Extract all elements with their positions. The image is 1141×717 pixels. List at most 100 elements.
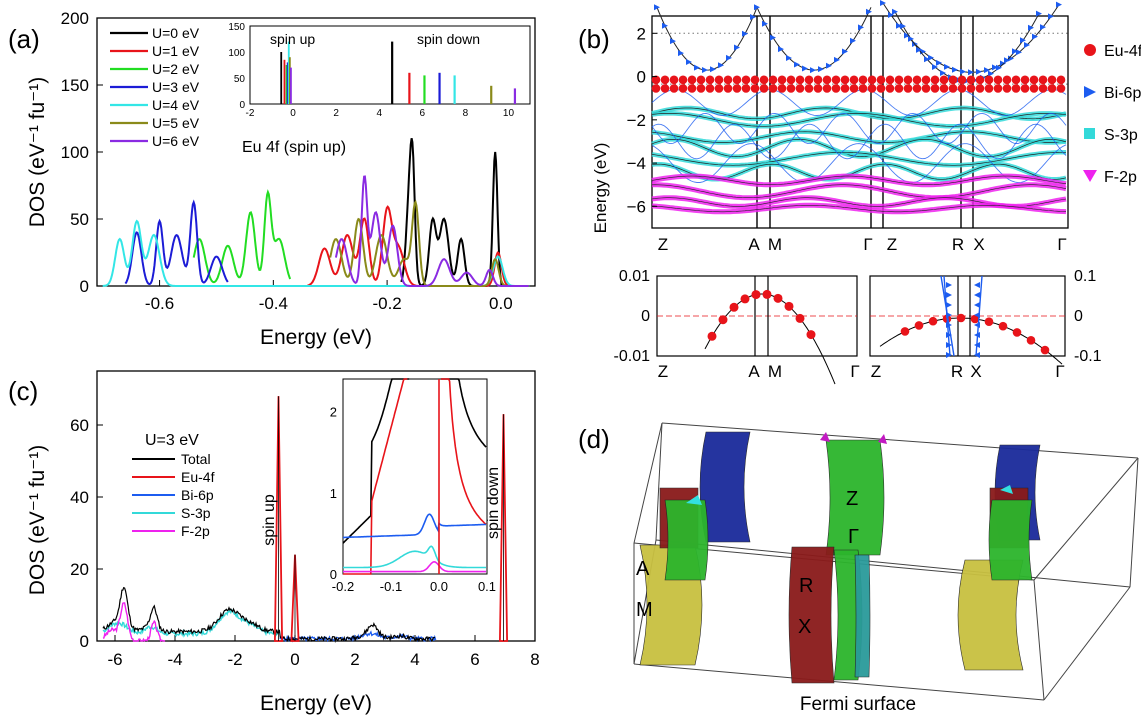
eu-4f-marker <box>928 316 938 326</box>
eu-4f-marker <box>849 75 859 85</box>
legend-label: S-3p <box>1104 127 1138 144</box>
eu-4f-marker <box>1029 84 1039 93</box>
eu-4f-marker <box>714 75 724 85</box>
inset-y-tick-label: 0 <box>330 567 337 582</box>
bi-6p-marker <box>974 352 980 358</box>
panel-d-label: (d) <box>578 424 610 454</box>
y-tick-label: 2 <box>637 24 646 43</box>
eu-4f-marker <box>795 75 805 85</box>
inset-y-tick-label: 100 <box>228 48 245 59</box>
eu-4f-marker <box>732 84 742 93</box>
x-tick-label: -4 <box>167 650 182 669</box>
inset-eu-line <box>343 378 408 575</box>
eu-4f-marker <box>750 75 760 85</box>
inset-y-tick-label: 0 <box>239 100 245 111</box>
eu-4f-marker <box>1002 84 1012 93</box>
brillouin-zone-edge <box>1033 457 1139 581</box>
x-tick-label: -6 <box>107 650 122 669</box>
panel-c-annotation: U=3 eV <box>145 432 199 449</box>
bi-6p-marker <box>946 302 952 308</box>
bi-6p-marker <box>880 0 886 6</box>
bi-6p-marker <box>946 352 952 358</box>
brillouin-zone-edge <box>1033 579 1045 701</box>
bi-6p-marker <box>996 64 1002 71</box>
bi-6p-marker <box>786 55 792 61</box>
legend-label: U=2 eV <box>152 61 200 77</box>
eu-4f-marker <box>912 84 922 93</box>
bi-6p-marker <box>670 38 676 45</box>
eu-4f-marker <box>741 75 751 85</box>
eu-4f-marker <box>696 75 706 85</box>
bi-6p-marker <box>974 312 980 318</box>
eu-4f-marker <box>795 313 805 323</box>
eu-4f-marker <box>660 84 670 93</box>
brillouin-zone-edge <box>655 422 663 541</box>
bi-6p-marker <box>988 70 994 77</box>
bi-6p-marker <box>858 24 864 31</box>
bi-6p-marker <box>946 282 952 288</box>
legend-label: Bi-6p <box>1104 85 1141 102</box>
bi-6p-marker <box>896 22 902 29</box>
bi-6p-marker <box>750 14 756 20</box>
bi-6p-marker <box>946 292 952 298</box>
eu-4f-marker <box>921 75 931 85</box>
band-line <box>651 138 1067 157</box>
bi-6p-band <box>651 89 1067 116</box>
bi-6p-marker <box>946 342 952 348</box>
kpoint-label: A <box>748 235 760 254</box>
eu-4f-marker <box>840 84 850 93</box>
fermi-sheet <box>788 546 835 684</box>
eu-4f-marker <box>777 75 787 85</box>
kpoint-label: M <box>768 235 782 254</box>
eu-4f-marker <box>914 321 924 330</box>
band-line <box>651 151 1066 166</box>
band-line <box>651 175 1067 185</box>
eu-4f-marker <box>998 321 1008 331</box>
eu-4f-marker <box>1047 84 1057 93</box>
bi-6p-marker <box>892 8 898 15</box>
eu-4f-marker <box>696 84 706 93</box>
eu-4f-marker <box>707 331 717 341</box>
band-line <box>651 184 1067 198</box>
bi-6p-marker <box>932 64 938 70</box>
eu-4f-marker <box>1002 75 1012 85</box>
eu-4f-marker <box>876 84 886 93</box>
eu-4f-marker <box>975 84 985 93</box>
eu-4f-marker <box>750 84 760 93</box>
bi-6p-marker <box>974 332 980 338</box>
bi-6p-marker <box>686 59 692 65</box>
panel-a-x-ticks: -0.6 -0.4 -0.2 0.0 <box>145 280 513 313</box>
eu-4f-marker <box>718 315 728 325</box>
eu-4f-marker <box>1040 345 1050 355</box>
bi-6p-marker <box>842 48 848 55</box>
eu-4f-marker <box>831 84 841 93</box>
eu-4f-marker <box>1011 84 1021 93</box>
inset-total-line <box>342 378 410 544</box>
y-tick-label: 200 <box>61 9 89 28</box>
panel-b-bands <box>651 0 1068 228</box>
series-line-6 <box>334 175 529 287</box>
eu-4f-marker <box>984 317 994 327</box>
fermi-sheet <box>699 431 751 543</box>
x-tick-label: 8 <box>530 650 539 669</box>
bi-6p-marker <box>908 35 914 42</box>
eu-4f-marker <box>984 75 994 85</box>
panel-a-xlabel: Energy (eV) <box>260 326 372 349</box>
inset-x-tick-label: 8 <box>463 108 469 119</box>
y-tick-label: 60 <box>70 416 89 435</box>
kpoint-label: Γ <box>1057 235 1066 254</box>
brillouin-zone-edge <box>661 422 1139 459</box>
zoom-left-y-tick-label: -0.01 <box>614 348 651 365</box>
inset-x-tick-label: 0.1 <box>478 579 496 594</box>
eu-4f-marker <box>687 75 697 85</box>
eu-4f-marker <box>903 84 913 93</box>
eu-4f-marker <box>714 84 724 93</box>
eu-4f-marker <box>867 75 877 85</box>
bi-6p-marker <box>754 4 760 11</box>
panel-a-inset-peaks <box>280 41 517 104</box>
eu-4f-marker <box>687 84 697 93</box>
bi-6p-marker <box>654 4 660 11</box>
bi-6p-marker <box>810 67 816 74</box>
panel-a-label: (a) <box>8 24 40 54</box>
